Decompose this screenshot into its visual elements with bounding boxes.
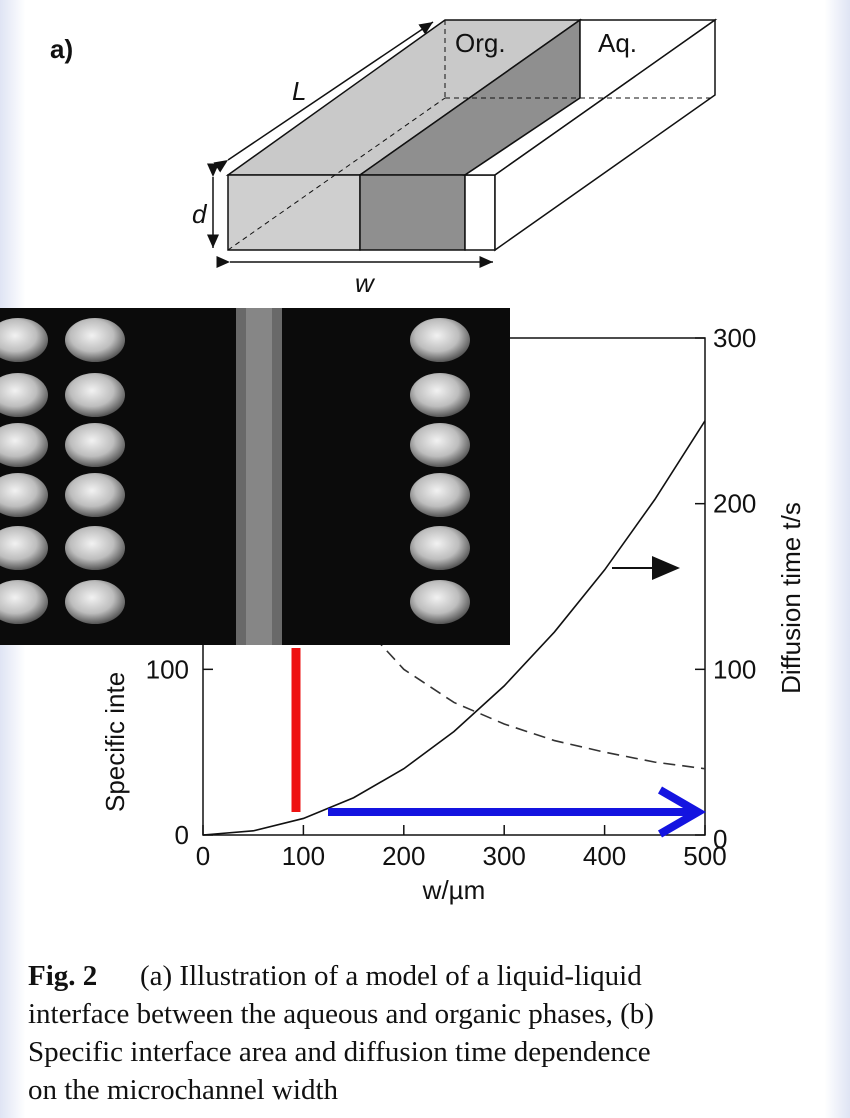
y2-tick-label: 300 [713, 323, 756, 353]
caption-line: on the microchannel width [28, 1074, 339, 1106]
y2-axis-label: Diffusion time t/s [776, 502, 806, 694]
caption-line: Specific interface area and diffusion ti… [28, 1036, 651, 1068]
series-line [302, 503, 706, 770]
droplet [410, 473, 470, 517]
droplet [410, 318, 470, 362]
x-tick-label: 200 [382, 841, 425, 871]
micrograph [0, 308, 510, 645]
y-tick-label: 0 [175, 820, 189, 850]
caption-line: (a) Illustration of a model of a liquid-… [140, 960, 642, 992]
y2-tick-label: 100 [713, 654, 756, 684]
x-tick-label: 100 [282, 841, 325, 871]
droplet [410, 526, 470, 570]
droplet [0, 473, 48, 517]
droplet [0, 526, 48, 570]
interface-band [246, 308, 272, 645]
series-line [202, 420, 706, 836]
x-tick-label: 300 [483, 841, 526, 871]
depth-label: d [192, 199, 208, 229]
droplet [65, 526, 125, 570]
droplet [65, 423, 125, 467]
droplet [65, 318, 125, 362]
caption-line: interface between the aqueous and organi… [28, 998, 654, 1030]
droplet [0, 318, 48, 362]
aq-label: Aq. [598, 28, 637, 58]
droplet [0, 580, 48, 624]
channel-diagram [207, 18, 718, 268]
droplet [410, 373, 470, 417]
caption: (a) Illustration of a model of a liquid-… [28, 960, 654, 1106]
y-tick-label: 100 [146, 654, 189, 684]
droplet [65, 373, 125, 417]
x-tick-label: 500 [683, 841, 726, 871]
droplet [0, 423, 48, 467]
droplet [65, 580, 125, 624]
x-tick-label: 0 [196, 841, 210, 871]
droplet [0, 373, 48, 417]
length-label: L [292, 76, 306, 106]
annotations [291, 556, 706, 838]
x-axis-label: w/µm [422, 875, 486, 905]
org-label: Org. [455, 28, 506, 58]
droplet [410, 423, 470, 467]
droplet [65, 473, 125, 517]
droplet [410, 580, 470, 624]
x-tick-label: 400 [583, 841, 626, 871]
caption-label: Fig. 2 [28, 960, 97, 992]
y2-tick-label: 0 [713, 824, 727, 854]
y2-tick-label: 200 [713, 489, 756, 519]
width-label: w [355, 268, 376, 298]
panel-label: a) [50, 34, 73, 64]
y-axis-label: Specific inte [100, 672, 130, 812]
